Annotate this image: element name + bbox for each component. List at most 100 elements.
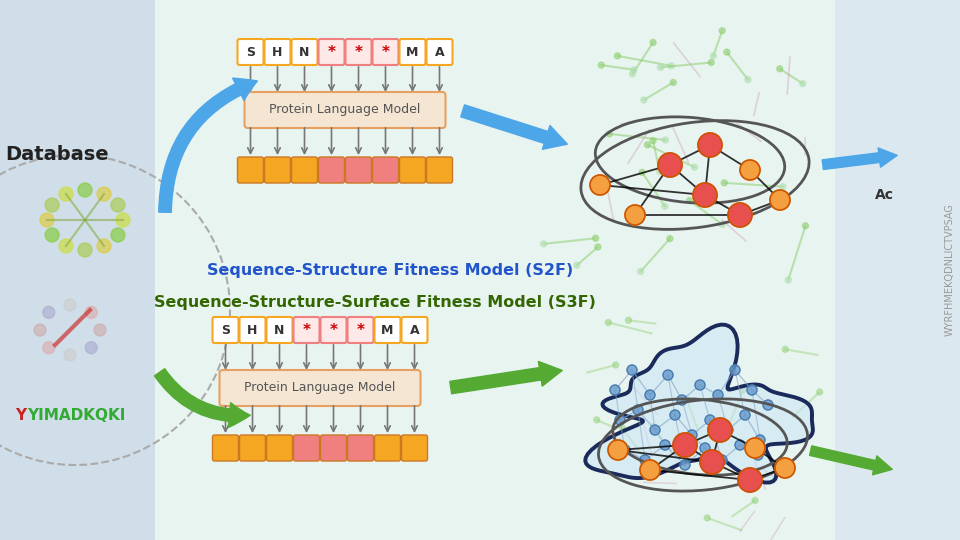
FancyBboxPatch shape bbox=[426, 39, 452, 65]
Circle shape bbox=[730, 365, 740, 375]
Circle shape bbox=[660, 440, 670, 450]
FancyBboxPatch shape bbox=[245, 92, 445, 128]
Bar bbox=[155, 0, 835, 540]
Circle shape bbox=[606, 320, 612, 326]
Circle shape bbox=[650, 423, 657, 430]
Circle shape bbox=[782, 346, 788, 353]
Circle shape bbox=[657, 168, 662, 174]
Circle shape bbox=[40, 213, 54, 227]
Circle shape bbox=[680, 460, 690, 470]
Text: A: A bbox=[435, 45, 444, 58]
Polygon shape bbox=[586, 325, 813, 483]
Circle shape bbox=[728, 203, 752, 227]
Text: *: * bbox=[329, 322, 338, 338]
Circle shape bbox=[662, 137, 668, 143]
FancyBboxPatch shape bbox=[212, 435, 238, 461]
Circle shape bbox=[595, 244, 601, 250]
Circle shape bbox=[687, 430, 697, 440]
FancyBboxPatch shape bbox=[348, 435, 373, 461]
FancyBboxPatch shape bbox=[321, 317, 347, 343]
Circle shape bbox=[780, 184, 786, 190]
FancyBboxPatch shape bbox=[374, 317, 400, 343]
FancyBboxPatch shape bbox=[239, 435, 266, 461]
Circle shape bbox=[608, 440, 628, 460]
FancyBboxPatch shape bbox=[220, 370, 420, 406]
Circle shape bbox=[785, 277, 791, 283]
Circle shape bbox=[619, 426, 626, 431]
Circle shape bbox=[64, 349, 76, 361]
Circle shape bbox=[94, 324, 106, 336]
Circle shape bbox=[755, 435, 765, 445]
Circle shape bbox=[738, 468, 762, 492]
Circle shape bbox=[695, 380, 705, 390]
Circle shape bbox=[803, 223, 808, 229]
FancyBboxPatch shape bbox=[401, 317, 427, 343]
Circle shape bbox=[735, 440, 745, 450]
Circle shape bbox=[111, 198, 125, 212]
Circle shape bbox=[43, 342, 55, 354]
Text: *: * bbox=[327, 44, 335, 59]
Circle shape bbox=[670, 79, 676, 85]
Circle shape bbox=[777, 66, 782, 72]
Text: S: S bbox=[246, 45, 255, 58]
FancyBboxPatch shape bbox=[237, 39, 263, 65]
Circle shape bbox=[590, 175, 610, 195]
Circle shape bbox=[639, 170, 645, 176]
Circle shape bbox=[740, 410, 750, 420]
Circle shape bbox=[593, 417, 600, 423]
Text: Ac: Ac bbox=[875, 188, 894, 202]
Text: N: N bbox=[275, 323, 285, 336]
Circle shape bbox=[85, 306, 97, 318]
FancyBboxPatch shape bbox=[319, 39, 345, 65]
FancyBboxPatch shape bbox=[294, 317, 320, 343]
Text: Sequence-Structure Fitness Model (S2F): Sequence-Structure Fitness Model (S2F) bbox=[206, 262, 573, 278]
Circle shape bbox=[673, 433, 697, 457]
Circle shape bbox=[111, 228, 125, 242]
Text: A: A bbox=[410, 323, 420, 336]
Circle shape bbox=[644, 142, 651, 148]
Circle shape bbox=[607, 131, 612, 137]
Circle shape bbox=[663, 370, 673, 380]
Circle shape bbox=[667, 235, 673, 242]
Circle shape bbox=[625, 205, 645, 225]
Circle shape bbox=[627, 365, 637, 375]
FancyBboxPatch shape bbox=[265, 39, 291, 65]
Text: N: N bbox=[300, 45, 310, 58]
FancyBboxPatch shape bbox=[401, 435, 427, 461]
Circle shape bbox=[770, 190, 790, 210]
Circle shape bbox=[97, 187, 111, 201]
FancyBboxPatch shape bbox=[426, 157, 452, 183]
Circle shape bbox=[775, 458, 795, 478]
Circle shape bbox=[817, 389, 823, 395]
FancyBboxPatch shape bbox=[265, 157, 291, 183]
Circle shape bbox=[43, 306, 55, 318]
Circle shape bbox=[708, 418, 732, 442]
Text: *: * bbox=[354, 44, 363, 59]
Text: YIMADKQKI: YIMADKQKI bbox=[27, 408, 126, 422]
Circle shape bbox=[637, 268, 643, 274]
Circle shape bbox=[612, 362, 618, 368]
FancyBboxPatch shape bbox=[319, 157, 345, 183]
Text: WYRFHMEKQDNLICTVPSAG: WYRFHMEKQDNLICTVPSAG bbox=[945, 204, 955, 336]
Circle shape bbox=[740, 160, 760, 180]
Text: M: M bbox=[406, 45, 419, 58]
Text: Y: Y bbox=[15, 408, 26, 422]
Circle shape bbox=[650, 138, 656, 144]
Circle shape bbox=[686, 198, 692, 204]
Circle shape bbox=[614, 53, 620, 59]
Circle shape bbox=[708, 59, 714, 65]
Circle shape bbox=[723, 425, 733, 435]
Circle shape bbox=[745, 77, 751, 83]
Circle shape bbox=[747, 385, 757, 395]
Circle shape bbox=[800, 80, 805, 86]
Circle shape bbox=[752, 497, 758, 503]
Circle shape bbox=[700, 443, 710, 453]
Circle shape bbox=[34, 324, 46, 336]
Circle shape bbox=[78, 243, 92, 257]
FancyBboxPatch shape bbox=[267, 317, 293, 343]
Circle shape bbox=[641, 97, 647, 103]
Circle shape bbox=[116, 213, 130, 227]
Circle shape bbox=[650, 425, 660, 435]
Circle shape bbox=[592, 235, 599, 241]
Bar bbox=[835, 0, 960, 540]
